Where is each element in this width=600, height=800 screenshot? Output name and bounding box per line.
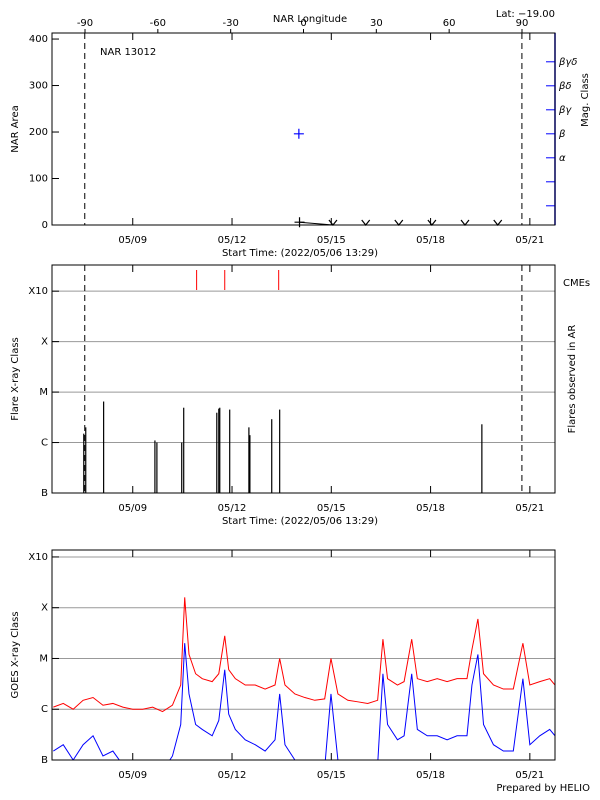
y-tick-label: 400: [29, 34, 48, 45]
y2-tick-label: α: [559, 153, 566, 164]
x-tick-label: 05/12: [218, 235, 247, 246]
annotation: Lat: −19.00: [496, 9, 555, 20]
x-tick-label: 05/18: [416, 770, 445, 781]
y-axis-label: NAR Area: [10, 105, 21, 152]
y-tick-label: X10: [28, 286, 48, 297]
x-axis-label: Start Time: (2022/05/06 13:29): [222, 516, 378, 527]
y2-axis-label: Flares observed in AR: [567, 325, 578, 434]
x2-tick-label: -30: [222, 18, 238, 29]
x-tick-label: 05/09: [118, 503, 147, 514]
y-axis-label: Flare X-ray Class: [10, 337, 21, 421]
y-tick-label: 0: [42, 220, 48, 231]
chart-title: NAR 13012: [100, 47, 156, 58]
marker: [293, 128, 304, 139]
x2-tick-label: 30: [370, 18, 383, 29]
x-tick-label: 05/21: [515, 770, 544, 781]
x-tick-label: 05/15: [317, 503, 346, 514]
y2-tick-label: βδ: [558, 81, 572, 92]
y-tick-label: M: [39, 653, 48, 664]
x-tick-label: 05/09: [118, 770, 147, 781]
y2-tick-label: βγ: [558, 105, 572, 116]
x-axis-label: Start Time: (2022/05/06 13:29): [222, 248, 378, 259]
y-tick-label: C: [41, 704, 48, 715]
x-tick-label: 05/09: [118, 235, 147, 246]
x-tick-label: 05/12: [218, 770, 247, 781]
y-tick-label: C: [41, 438, 48, 449]
goes-line: [53, 597, 555, 713]
goes-line: [53, 643, 555, 760]
footer: Prepared by HELIO: [496, 783, 590, 794]
x-tick-label: 05/18: [416, 235, 445, 246]
x2-tick-label: 60: [443, 18, 456, 29]
x2-axis-label: NAR Longitude: [273, 14, 347, 25]
x-tick-label: 05/15: [317, 770, 346, 781]
y-tick-label: X: [41, 337, 48, 348]
y-tick-label: B: [41, 488, 48, 499]
y-tick-label: X: [41, 603, 48, 614]
marker: [294, 217, 305, 228]
plot-frame: [51, 264, 556, 494]
x-tick-label: 05/21: [515, 503, 544, 514]
y2-tick-label: βγδ: [558, 57, 577, 68]
x2-tick-label: -60: [150, 18, 166, 29]
cme-label: CMEs: [563, 278, 590, 289]
x-tick-label: 05/12: [218, 503, 247, 514]
y-tick-label: 200: [29, 127, 48, 138]
y-tick-label: 300: [29, 81, 48, 92]
x2-tick-label: 90: [516, 18, 529, 29]
y2-axis-label: Mag. Class: [580, 73, 591, 127]
plot-frame: [51, 549, 556, 761]
y-tick-label: X10: [28, 552, 48, 563]
y-tick-label: B: [41, 755, 48, 766]
x-tick-label: 05/15: [317, 235, 346, 246]
y-tick-label: 100: [29, 174, 48, 185]
x-tick-label: 05/21: [515, 235, 544, 246]
x2-tick-label: 0: [300, 18, 306, 29]
y-tick-label: M: [39, 387, 48, 398]
y2-tick-label: β: [558, 129, 566, 140]
y-axis-label: GOES X-ray Class: [10, 611, 21, 698]
x2-tick-label: -90: [77, 18, 93, 29]
x-tick-label: 05/18: [416, 503, 445, 514]
plot-frame: [51, 32, 556, 226]
